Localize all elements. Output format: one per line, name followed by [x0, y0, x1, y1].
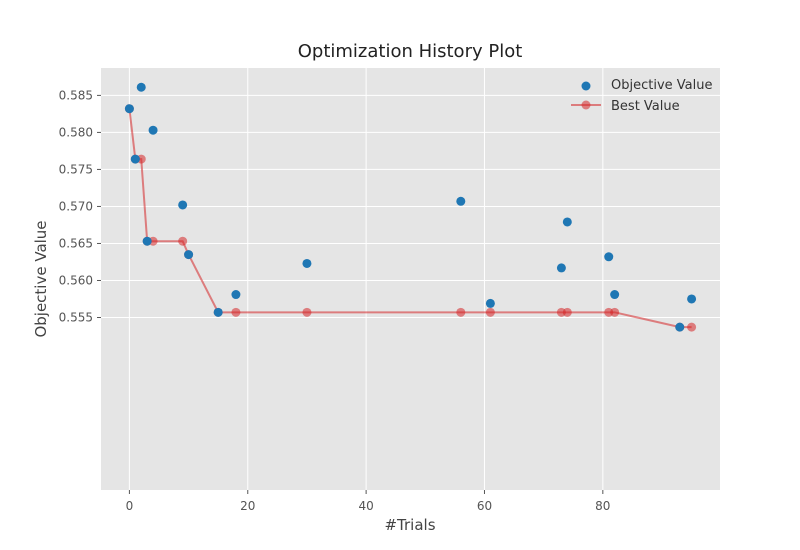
objective-value-point — [604, 252, 614, 262]
x-axis-ticks: 0 20 40 60 80 — [126, 490, 610, 513]
objective-value-point — [562, 217, 572, 227]
y-tick-label: 0.575 — [59, 162, 93, 176]
legend-objective-marker — [581, 81, 591, 91]
best-value-point — [610, 307, 620, 317]
objective-value-point — [556, 263, 566, 273]
y-tick-label: 0.570 — [59, 199, 93, 213]
best-value-point — [687, 322, 697, 332]
best-value-point — [485, 307, 495, 317]
objective-value-point — [130, 154, 140, 164]
objective-value-series — [124, 82, 697, 332]
objective-value-point — [687, 294, 697, 304]
objective-value-point — [231, 290, 241, 300]
y-tick-label: 0.555 — [59, 310, 93, 324]
plot-area — [101, 68, 720, 490]
best-value-point — [302, 307, 312, 317]
objective-value-point — [184, 250, 194, 260]
y-tick-label: 0.565 — [59, 236, 93, 250]
y-axis-label: Objective Value — [32, 220, 50, 337]
x-tick-label: 20 — [240, 499, 255, 513]
x-tick-label: 60 — [477, 499, 492, 513]
objective-value-point — [148, 125, 158, 135]
objective-value-point — [485, 298, 495, 308]
x-tick-label: 40 — [358, 499, 373, 513]
y-tick-label: 0.585 — [59, 88, 93, 102]
y-tick-label: 0.560 — [59, 273, 93, 287]
x-axis-label: #Trials — [384, 516, 435, 534]
objective-value-point — [302, 258, 312, 268]
objective-value-point — [136, 82, 146, 92]
legend-objective-label: Objective Value — [611, 78, 712, 93]
best-value-point — [456, 307, 466, 317]
objective-value-point — [675, 322, 685, 332]
y-axis-ticks: 0.555 0.560 0.565 0.570 0.575 0.580 0.585 — [59, 88, 101, 324]
objective-value-point — [124, 104, 134, 114]
grid — [101, 68, 720, 490]
best-value-point — [178, 236, 188, 246]
best-value-point — [562, 307, 572, 317]
objective-value-point — [456, 196, 466, 206]
objective-value-point — [142, 236, 152, 246]
objective-value-point — [610, 290, 620, 300]
legend-best-marker — [581, 100, 591, 110]
x-tick-label: 80 — [595, 499, 610, 513]
best-value-point — [231, 307, 241, 317]
y-tick-label: 0.580 — [59, 125, 93, 139]
x-tick-label: 0 — [126, 499, 134, 513]
legend-best-label: Best Value — [611, 99, 680, 114]
objective-value-point — [213, 307, 223, 317]
legend: Objective Value Best Value — [571, 78, 712, 114]
objective-value-point — [178, 200, 188, 210]
chart-title: Optimization History Plot — [298, 41, 523, 62]
